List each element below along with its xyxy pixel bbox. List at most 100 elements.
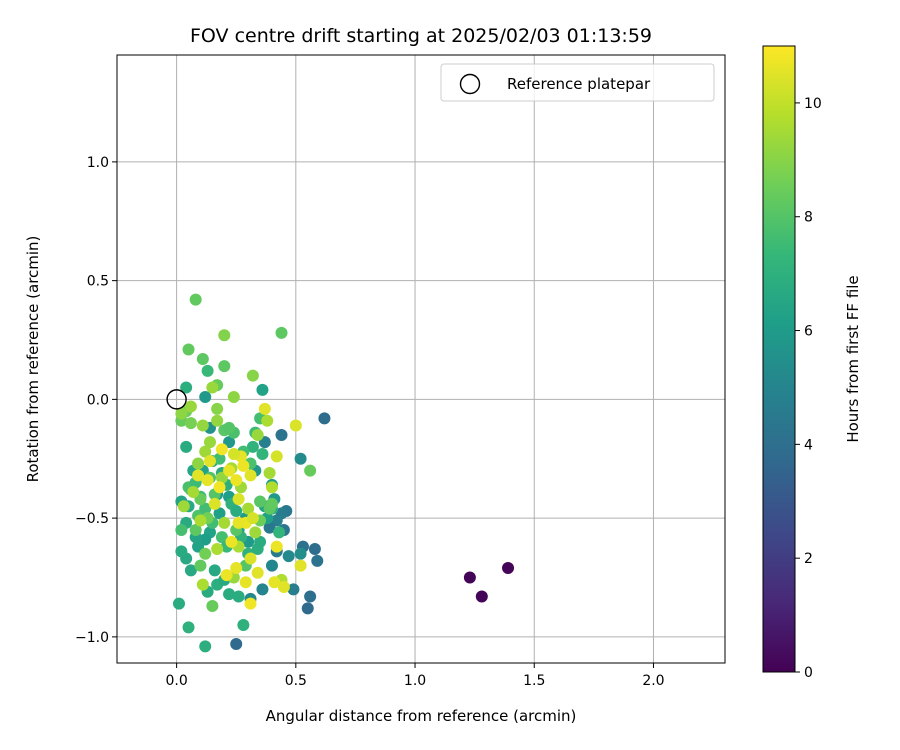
data-point — [502, 562, 515, 574]
data-point — [251, 566, 264, 579]
legend-box — [440, 63, 715, 102]
data-point — [223, 464, 236, 477]
data-point — [177, 500, 190, 513]
colorbar: 0 2 4 6 8 10 Hours from first FF file — [762, 45, 862, 681]
x-tick-label: 0.0 — [165, 673, 187, 689]
data-point — [254, 495, 267, 508]
data-point — [230, 505, 243, 517]
data-point — [220, 569, 233, 582]
data-point — [301, 602, 314, 615]
data-point — [311, 554, 324, 567]
data-point — [304, 590, 317, 603]
data-point — [265, 559, 278, 572]
data-point — [187, 486, 200, 498]
data-point — [189, 524, 202, 536]
data-point — [184, 417, 197, 430]
data-point — [223, 421, 236, 434]
y-tick-label: −1.0 — [75, 630, 109, 646]
x-tick-label: 1.0 — [404, 673, 426, 689]
data-point — [211, 543, 224, 555]
data-point — [208, 497, 221, 510]
data-point — [256, 583, 269, 596]
data-point — [275, 429, 288, 441]
data-point — [223, 588, 236, 601]
data-point — [256, 383, 269, 396]
data-point — [246, 369, 259, 382]
data-point — [244, 597, 257, 610]
data-point — [180, 381, 193, 394]
colorbar-tick-label: 0 — [804, 665, 813, 681]
data-point — [215, 443, 228, 456]
x-axis-label: Angular distance from reference (arcmin) — [266, 707, 577, 725]
data-point — [261, 414, 274, 427]
data-point — [318, 412, 331, 425]
y-tick-label: 0.0 — [87, 392, 109, 408]
data-point — [242, 502, 255, 515]
data-point — [206, 381, 219, 394]
x-tick-label: 1.5 — [523, 673, 545, 689]
data-point — [308, 543, 321, 555]
data-point — [263, 521, 276, 534]
data-point — [289, 419, 302, 432]
data-point — [199, 547, 212, 560]
x-axis-ticks: 0.0 0.5 1.0 1.5 2.0 — [165, 663, 665, 689]
data-point — [265, 497, 278, 510]
data-point — [211, 414, 224, 427]
data-point — [184, 400, 197, 413]
data-point — [215, 531, 228, 544]
legend-hollow-circle-icon — [459, 73, 481, 95]
data-point — [244, 469, 257, 482]
data-point — [265, 481, 278, 494]
data-point — [180, 440, 193, 453]
data-point — [249, 526, 262, 539]
data-point — [282, 550, 295, 563]
data-point — [225, 535, 238, 548]
data-point — [256, 448, 269, 460]
data-point — [232, 516, 245, 529]
colorbar-tick-label: 8 — [804, 210, 813, 226]
data-point — [294, 452, 307, 465]
data-point — [199, 445, 212, 458]
data-point — [208, 564, 221, 577]
legend-entry-reference: Reference platepar — [507, 75, 651, 93]
data-point — [258, 402, 271, 415]
data-point — [199, 502, 212, 515]
data-point — [270, 540, 283, 553]
data-point — [189, 293, 202, 306]
data-point — [203, 436, 216, 449]
data-point — [230, 562, 243, 574]
data-point — [475, 590, 488, 603]
data-point — [175, 545, 188, 558]
data-point — [263, 467, 276, 479]
y-tick-label: −0.5 — [75, 511, 109, 527]
data-point — [463, 571, 476, 584]
x-tick-label: 2.0 — [642, 673, 664, 689]
data-point — [237, 459, 250, 472]
data-point — [175, 524, 188, 536]
data-point — [192, 469, 205, 482]
data-point — [218, 329, 231, 342]
data-point — [275, 326, 288, 339]
data-point — [227, 391, 240, 403]
data-point — [277, 581, 290, 593]
legend: Reference platepar — [440, 63, 715, 102]
y-axis-label: Rotation from reference (arcmin) — [24, 236, 42, 483]
colorbar-gradient — [763, 46, 795, 672]
data-point — [175, 407, 188, 420]
colorbar-label: Hours from first FF file — [844, 275, 862, 442]
plot-frame — [116, 54, 726, 664]
data-point — [270, 450, 283, 463]
data-point — [203, 455, 216, 468]
data-point — [230, 474, 243, 487]
data-point — [213, 507, 226, 520]
data-point — [251, 429, 264, 441]
data-point — [237, 619, 250, 631]
data-point — [273, 526, 286, 539]
x-tick-label: 0.5 — [285, 673, 307, 689]
colorbar-tick-label: 10 — [804, 96, 822, 112]
data-point — [196, 578, 209, 591]
data-point — [218, 360, 231, 373]
colorbar-tick-label: 6 — [804, 324, 813, 340]
data-point — [232, 493, 245, 506]
data-point — [211, 402, 224, 415]
